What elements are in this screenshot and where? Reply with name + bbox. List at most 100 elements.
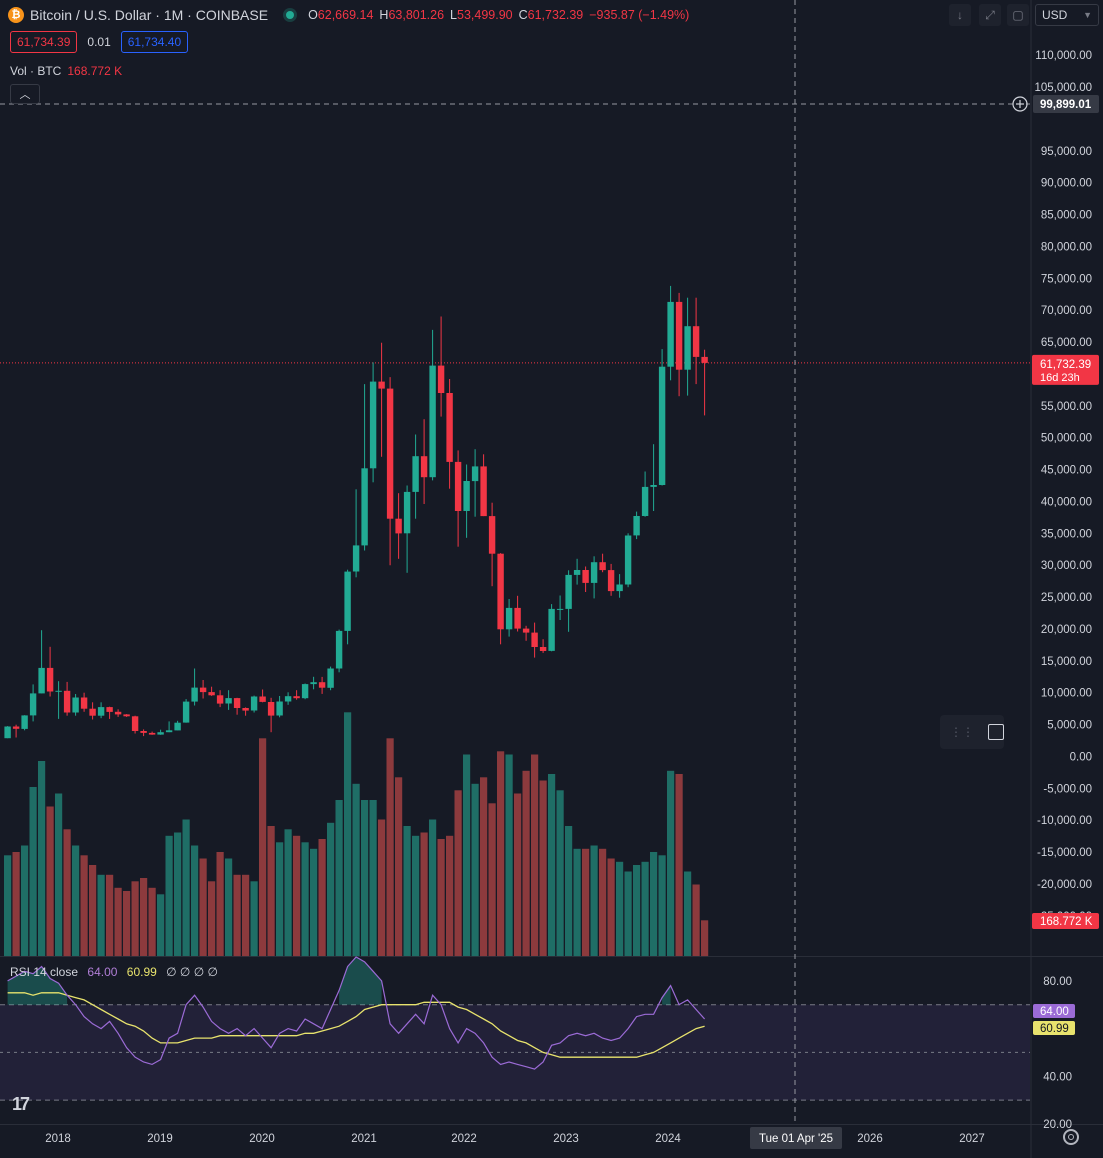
candle-body <box>318 682 326 688</box>
rsi-line <box>7 956 706 1070</box>
currency-select[interactable]: USD ▼ <box>1035 4 1099 26</box>
volume-bar <box>650 852 658 956</box>
image-icon[interactable] <box>988 724 1004 740</box>
tradingview-logo[interactable]: 17 <box>12 1094 30 1114</box>
time-tick-label: 2018 <box>45 1133 71 1145</box>
market-status-icon[interactable] <box>286 11 295 19</box>
price-tick-label: -20,000.00 <box>1037 879 1092 891</box>
candle-body <box>46 667 54 692</box>
bid-ask-row: 61,734.39 0.01 61,734.40 <box>10 31 189 53</box>
rsi-tick-label: 20.00 <box>1043 1119 1072 1131</box>
volume-bar <box>310 848 318 957</box>
volume-bars <box>4 712 709 957</box>
volume-bar <box>114 887 122 957</box>
volume-bar <box>369 800 377 956</box>
candle-body <box>531 632 538 647</box>
square-icon: ▢ <box>1012 8 1024 22</box>
volume-bar <box>522 770 530 957</box>
time-tick-label: 2021 <box>351 1133 377 1145</box>
candle-body <box>361 468 368 546</box>
close-value: 61,732.39 <box>527 8 584 22</box>
volume-bar <box>301 842 309 957</box>
candle-body <box>624 535 632 585</box>
bitcoin-icon: ₿ <box>8 7 24 23</box>
time-tick-label: 2019 <box>147 1133 173 1145</box>
volume-bar <box>225 858 233 956</box>
candle-body <box>55 690 62 692</box>
volume-bar <box>616 861 624 957</box>
price-tick-label: 75,000.00 <box>1041 273 1092 285</box>
candle-body <box>72 697 79 713</box>
volume-bar <box>565 826 573 956</box>
candle-body <box>208 692 215 696</box>
low-value: 53,499.90 <box>457 8 513 22</box>
candle-body <box>692 326 700 357</box>
volume-bar <box>182 819 190 956</box>
volume-bar <box>395 777 403 957</box>
candle-body <box>140 731 147 733</box>
candle-body <box>522 628 530 633</box>
volume-bar <box>72 845 80 956</box>
volume-bar <box>548 774 556 956</box>
price-tick-label: 95,000.00 <box>1041 146 1092 158</box>
download-button[interactable]: ↓ <box>949 4 971 26</box>
time-tick-label: 2026 <box>857 1133 883 1145</box>
volume-bar <box>242 874 250 957</box>
arrow-down-icon: ↓ <box>957 8 963 22</box>
volume-bar <box>386 738 394 957</box>
volume-bar <box>446 835 454 957</box>
rsi-tick-label: 80.00 <box>1043 976 1072 988</box>
volume-value: 168.772 K <box>67 64 123 78</box>
crosshair-price-label: 99,899.01 <box>1040 99 1092 111</box>
gear-icon[interactable] <box>1063 1129 1079 1145</box>
candle-body <box>242 708 249 711</box>
rsi-legend[interactable]: RSI 14 close 64.00 60.99 ∅ ∅ ∅ ∅ <box>10 965 218 979</box>
volume-bar <box>463 754 471 956</box>
volume-bar <box>284 829 292 957</box>
candle-body <box>199 687 207 693</box>
high-readout: H63,801.26 <box>379 8 445 22</box>
buy-price-button[interactable]: 61,734.40 <box>120 31 189 53</box>
volume-legend[interactable]: Vol · BTC 168.772 K <box>10 64 122 78</box>
volume-bar <box>21 845 29 956</box>
rsi-title: RSI 14 close <box>10 965 79 979</box>
image-overlay-button[interactable]: ⋮⋮ <box>940 715 1004 749</box>
candle-body <box>403 491 411 534</box>
candle-body <box>233 698 241 708</box>
volume-bar <box>378 819 386 956</box>
sell-price-button[interactable]: 61,734.39 <box>10 31 78 53</box>
volume-bar <box>148 887 156 957</box>
time-tick-label: 2023 <box>553 1133 579 1145</box>
candle-body <box>658 366 666 485</box>
rsi-overbought-fill <box>339 957 382 1005</box>
volume-bar <box>692 884 700 956</box>
time-tick-label: 2022 <box>451 1133 477 1145</box>
spread-value: 0.01 <box>87 35 111 49</box>
candle-body <box>182 701 190 723</box>
volume-bar <box>276 842 284 957</box>
fullscreen-button[interactable]: ⤢ <box>979 4 1001 26</box>
snapshot-button[interactable]: ▢ <box>1007 4 1029 26</box>
rsi-pane: 80.00 40.00 20.00 64.00 60.99 <box>0 956 1075 1131</box>
high-value: 63,801.26 <box>388 8 445 22</box>
time-tick-label: 2020 <box>249 1133 275 1145</box>
expand-icon: ⤢ <box>985 7 995 22</box>
symbol-title[interactable]: Bitcoin / U.S. Dollar · 1M · COINBASE <box>30 7 269 23</box>
volume-bar <box>4 855 12 957</box>
drag-handle-icon[interactable]: ⋮⋮ <box>950 725 974 739</box>
candle-body <box>63 690 71 713</box>
candle-body <box>131 716 139 731</box>
price-tick-label: 80,000.00 <box>1041 241 1092 253</box>
candle-body <box>386 388 394 519</box>
price-tick-label: 25,000.00 <box>1041 592 1092 604</box>
volume-bar <box>505 754 513 956</box>
candle-body <box>301 684 309 699</box>
price-tick-label: -5,000.00 <box>1043 783 1092 795</box>
volume-bar <box>55 793 63 956</box>
volume-bar <box>199 858 207 956</box>
volume-label: Vol · BTC <box>10 64 62 78</box>
collapse-legend-button[interactable]: ︿ <box>10 84 40 104</box>
crosshair-date-label: Tue 01 Apr '25 <box>759 1133 833 1145</box>
